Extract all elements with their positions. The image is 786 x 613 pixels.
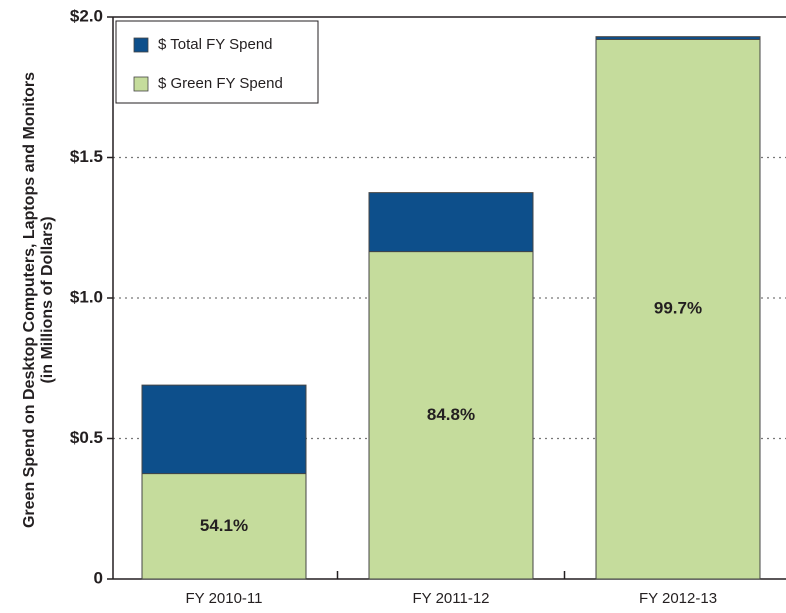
- legend-label: $ Green FY Spend: [158, 75, 283, 92]
- data-label: 54.1%: [200, 516, 248, 535]
- legend-swatch: [133, 37, 149, 53]
- y-axis-title-line: (in Millions of Dollars): [39, 216, 56, 383]
- y-axis-title-line: Green Spend on Desktop Computers, Laptop…: [21, 72, 38, 528]
- y-tick-label: $2.0: [70, 6, 103, 25]
- y-tick-label: $1.0: [70, 287, 103, 306]
- data-label: 84.8%: [427, 405, 475, 424]
- y-axis-title: Green Spend on Desktop Computers, Laptop…: [21, 72, 56, 528]
- data-label: 99.7%: [654, 299, 702, 318]
- y-tick-label: $0.5: [70, 428, 103, 447]
- legend-box: [115, 20, 319, 104]
- x-tick-label: FY 2010-11: [186, 590, 263, 607]
- legend-label: $ Total FY Spend: [158, 36, 273, 53]
- x-tick-label: FY 2012-13: [639, 590, 717, 607]
- bar: [595, 38, 761, 580]
- legend-swatch: [133, 76, 149, 92]
- bar: [141, 473, 307, 580]
- y-tick-label: 0: [94, 568, 103, 587]
- y-tick-label: $1.5: [70, 147, 103, 166]
- bar: [368, 251, 534, 580]
- legend: $ Total FY Spend $ Green FY Spend: [115, 20, 319, 104]
- x-tick-label: FY 2011-12: [413, 590, 490, 607]
